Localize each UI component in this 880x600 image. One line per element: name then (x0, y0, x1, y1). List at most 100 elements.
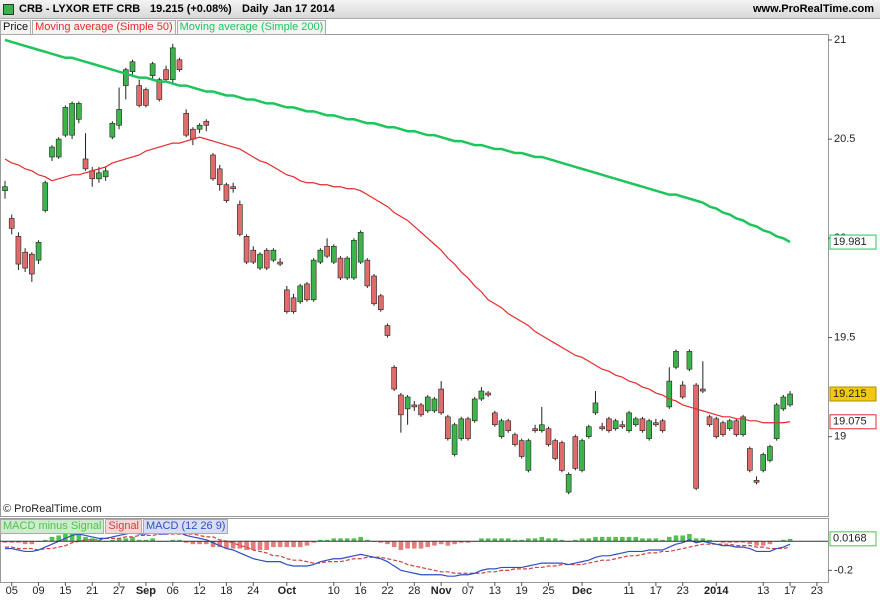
candle-body (310, 259, 317, 301)
histogram-bar (559, 539, 565, 542)
candle-body (619, 424, 626, 428)
candle-body (498, 420, 505, 437)
candle-body (136, 85, 142, 106)
candle-body (465, 418, 471, 439)
candle-body (740, 416, 746, 435)
candle-body (525, 440, 532, 471)
candle-body (116, 109, 122, 126)
candle-body (418, 404, 424, 416)
candle-body (585, 426, 592, 437)
x-tick-label: 05 (6, 585, 18, 597)
candle-body (96, 172, 102, 180)
candle-body (35, 241, 42, 261)
candle-body (169, 47, 176, 80)
candle-body (398, 394, 404, 416)
histogram-bar (331, 538, 337, 542)
value-label: 19.215 (833, 388, 867, 400)
histogram-bar (452, 541, 457, 545)
histogram-bar (586, 538, 592, 542)
candle-body (773, 404, 780, 439)
candle-body (357, 232, 364, 263)
histogram-bar (666, 536, 672, 542)
candle-body (22, 251, 28, 269)
histogram-bar (116, 538, 122, 542)
candle-body (666, 380, 673, 408)
legend-item: Price (0, 20, 32, 35)
candle-body (284, 289, 290, 312)
candle-body (458, 418, 465, 439)
header-bar: CRB - LYXOR ETF CRB 19.215 (+0.08%) Dail… (0, 0, 880, 19)
histogram-bar (358, 536, 363, 542)
histogram-bar (687, 534, 692, 542)
candle-body (297, 285, 304, 303)
candle-body (411, 404, 418, 408)
candle-body (15, 236, 22, 265)
candle-body (780, 396, 787, 410)
histogram-bar (264, 541, 269, 550)
candle-body (632, 418, 639, 426)
x-tick-label: Sep (136, 585, 156, 597)
candle-body (545, 428, 552, 445)
candle-body (250, 249, 257, 263)
histogram-bar (606, 536, 612, 542)
candle-body (753, 479, 760, 483)
date: Jan 17 2014 (273, 3, 335, 15)
candle-body (270, 249, 277, 261)
candle-body (237, 204, 243, 235)
histogram-bar (311, 541, 316, 543)
x-tick-label: 2014 (704, 585, 729, 597)
footer: © ProRealTime.com (3, 503, 102, 515)
candle-body (552, 440, 559, 459)
candle-body (344, 257, 351, 279)
candle-body (431, 398, 438, 412)
histogram-bar (344, 538, 350, 542)
histogram-bar (445, 541, 451, 546)
histogram-bar (734, 541, 739, 543)
x-tick-label: 25 (542, 585, 554, 597)
histogram-bar (9, 541, 15, 543)
candle-body (760, 454, 767, 471)
candle-body (592, 402, 599, 414)
candle-body (787, 393, 793, 406)
histogram-bar (499, 538, 504, 542)
x-tick-label: 18 (220, 585, 232, 597)
histogram-bar (150, 538, 155, 542)
histogram-bar (365, 539, 370, 542)
histogram-bar (707, 539, 712, 542)
histogram-bar (170, 539, 176, 542)
y-tick-label: 19 (834, 431, 846, 443)
candle-body (82, 158, 89, 170)
x-tick-label: 13 (489, 585, 501, 597)
candle-body (8, 218, 15, 229)
histogram-bar (579, 538, 585, 542)
candle-body (324, 245, 330, 257)
histogram-bar (412, 541, 417, 549)
histogram-bar (351, 538, 357, 542)
histogram-bar (63, 534, 68, 542)
candle-body (686, 351, 693, 370)
histogram-bar (646, 538, 652, 542)
candle-body (538, 424, 545, 432)
histogram-bar (391, 541, 397, 548)
histogram-bar (89, 538, 95, 542)
candle-body (565, 474, 572, 493)
candle-body (304, 283, 310, 301)
x-tick-label: 17 (784, 585, 796, 597)
value-box (829, 414, 877, 430)
histogram-bar (136, 539, 142, 542)
candle-body (471, 398, 478, 422)
candle-body (747, 448, 753, 471)
price-legend: Price Moving average (Simple 50) Moving av… (0, 20, 327, 35)
x-tick-label: 19 (516, 585, 528, 597)
histogram-bar (204, 541, 209, 545)
candle-body (659, 420, 666, 432)
histogram-bar (512, 539, 518, 542)
histogram-bar (660, 539, 665, 542)
x-tick-label: 24 (247, 585, 259, 597)
histogram-bar (740, 541, 746, 543)
candle-body (364, 259, 371, 287)
candle-body (129, 61, 136, 72)
x-tick-label: 15 (59, 585, 71, 597)
candle-body (767, 446, 773, 461)
